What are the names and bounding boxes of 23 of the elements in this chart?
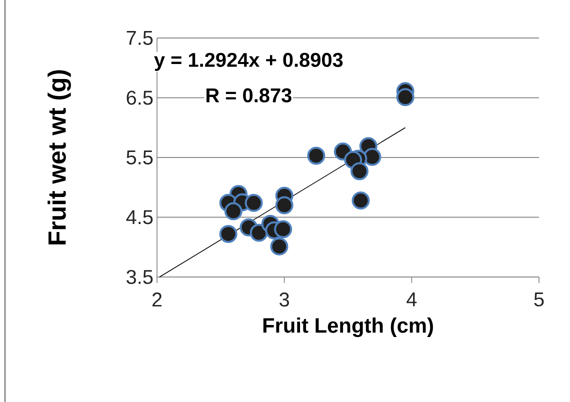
point xyxy=(350,162,368,180)
annotation: y = 1.2924x + 0.8903 xyxy=(154,52,343,71)
y-tick-label: 5.5 xyxy=(126,150,153,164)
x-axis-title: Fruit Length (cm) xyxy=(263,317,433,338)
y-tick-label: 4.5 xyxy=(126,210,153,224)
y-tick-label: 6.5 xyxy=(126,90,153,105)
point xyxy=(396,88,414,106)
point xyxy=(274,220,292,238)
y-axis-title: Fruit wet wt (g) xyxy=(48,70,71,244)
point xyxy=(219,224,238,243)
point xyxy=(275,196,294,214)
y-tick-label: 7.5 xyxy=(126,31,153,45)
x-tick-label: 3 xyxy=(280,292,289,307)
x-tick-label: 5 xyxy=(534,292,544,306)
point xyxy=(244,194,263,212)
x-tick-label: 2 xyxy=(152,292,162,306)
x-tick-label: 4 xyxy=(406,292,417,306)
annotation: R = 0.873 xyxy=(206,88,292,102)
point xyxy=(224,202,242,220)
point xyxy=(352,192,370,210)
y-tick-label: 3.5 xyxy=(126,270,153,284)
point xyxy=(270,238,288,256)
point xyxy=(307,146,326,165)
